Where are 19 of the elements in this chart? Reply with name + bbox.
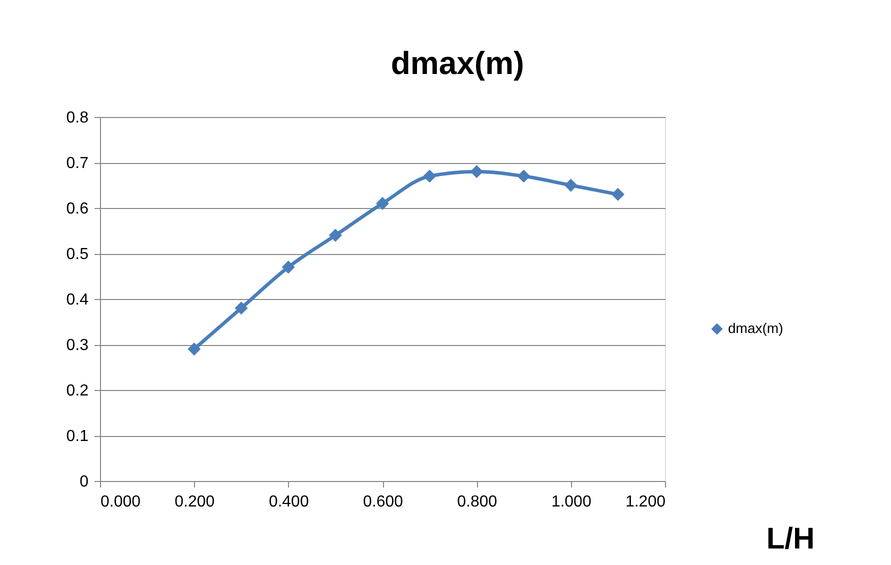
x-tick-label: 0.800 (457, 494, 498, 510)
legend-label: dmax(m) (728, 320, 784, 336)
x-tick-label: 0.000 (100, 494, 141, 510)
x-axis-title: L/H (766, 522, 815, 556)
y-tick-label: 0.3 (66, 337, 89, 354)
y-tick-label: 0 (80, 474, 89, 490)
y-tick-label: 0.7 (66, 155, 89, 172)
y-tick-label: 0.4 (66, 292, 89, 308)
y-tick-label: 0.8 (66, 110, 89, 126)
x-tick-label: 0.600 (362, 494, 404, 510)
chart-title: dmax(m) (390, 45, 524, 81)
y-tick-label: 0.6 (66, 200, 89, 218)
x-tick-label: 0.400 (268, 494, 309, 510)
y-tick-label: 0.1 (66, 428, 89, 445)
x-tick-label: 1.000 (551, 494, 592, 510)
y-tick-label: 0.5 (66, 246, 89, 263)
x-tick-label: 0.200 (174, 494, 215, 510)
x-tick-label: 1.200 (625, 494, 666, 510)
y-tick-label: 0.2 (66, 382, 89, 400)
